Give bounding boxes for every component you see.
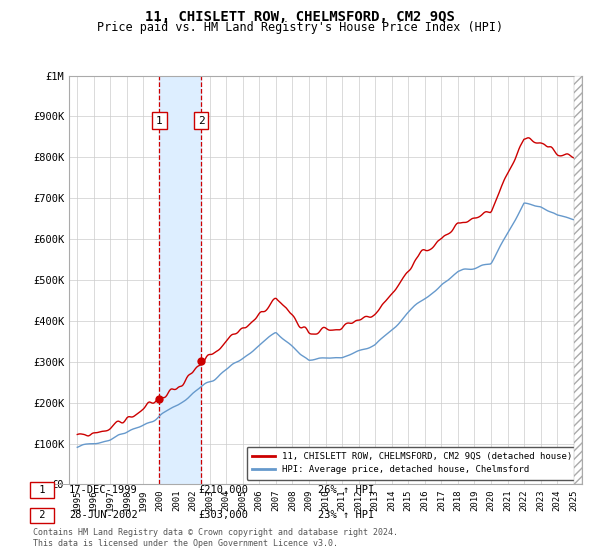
Text: 28-JUN-2002: 28-JUN-2002 xyxy=(69,510,138,520)
Text: £303,000: £303,000 xyxy=(198,510,248,520)
Text: Contains HM Land Registry data © Crown copyright and database right 2024.
This d: Contains HM Land Registry data © Crown c… xyxy=(33,528,398,548)
Text: 2: 2 xyxy=(33,510,52,520)
Text: Price paid vs. HM Land Registry's House Price Index (HPI): Price paid vs. HM Land Registry's House … xyxy=(97,21,503,34)
Text: £210,000: £210,000 xyxy=(198,485,248,495)
Bar xyxy=(160,76,201,484)
Text: 1: 1 xyxy=(33,485,52,495)
Text: 17-DEC-1999: 17-DEC-1999 xyxy=(69,485,138,495)
Text: 23% ↑ HPI: 23% ↑ HPI xyxy=(318,510,374,520)
Text: 26% ↑ HPI: 26% ↑ HPI xyxy=(318,485,374,495)
Text: 1: 1 xyxy=(156,115,163,125)
Legend: 11, CHISLETT ROW, CHELMSFORD, CM2 9QS (detached house), HPI: Average price, deta: 11, CHISLETT ROW, CHELMSFORD, CM2 9QS (d… xyxy=(247,446,577,480)
Text: 11, CHISLETT ROW, CHELMSFORD, CM2 9QS: 11, CHISLETT ROW, CHELMSFORD, CM2 9QS xyxy=(145,10,455,24)
Text: 2: 2 xyxy=(198,115,205,125)
